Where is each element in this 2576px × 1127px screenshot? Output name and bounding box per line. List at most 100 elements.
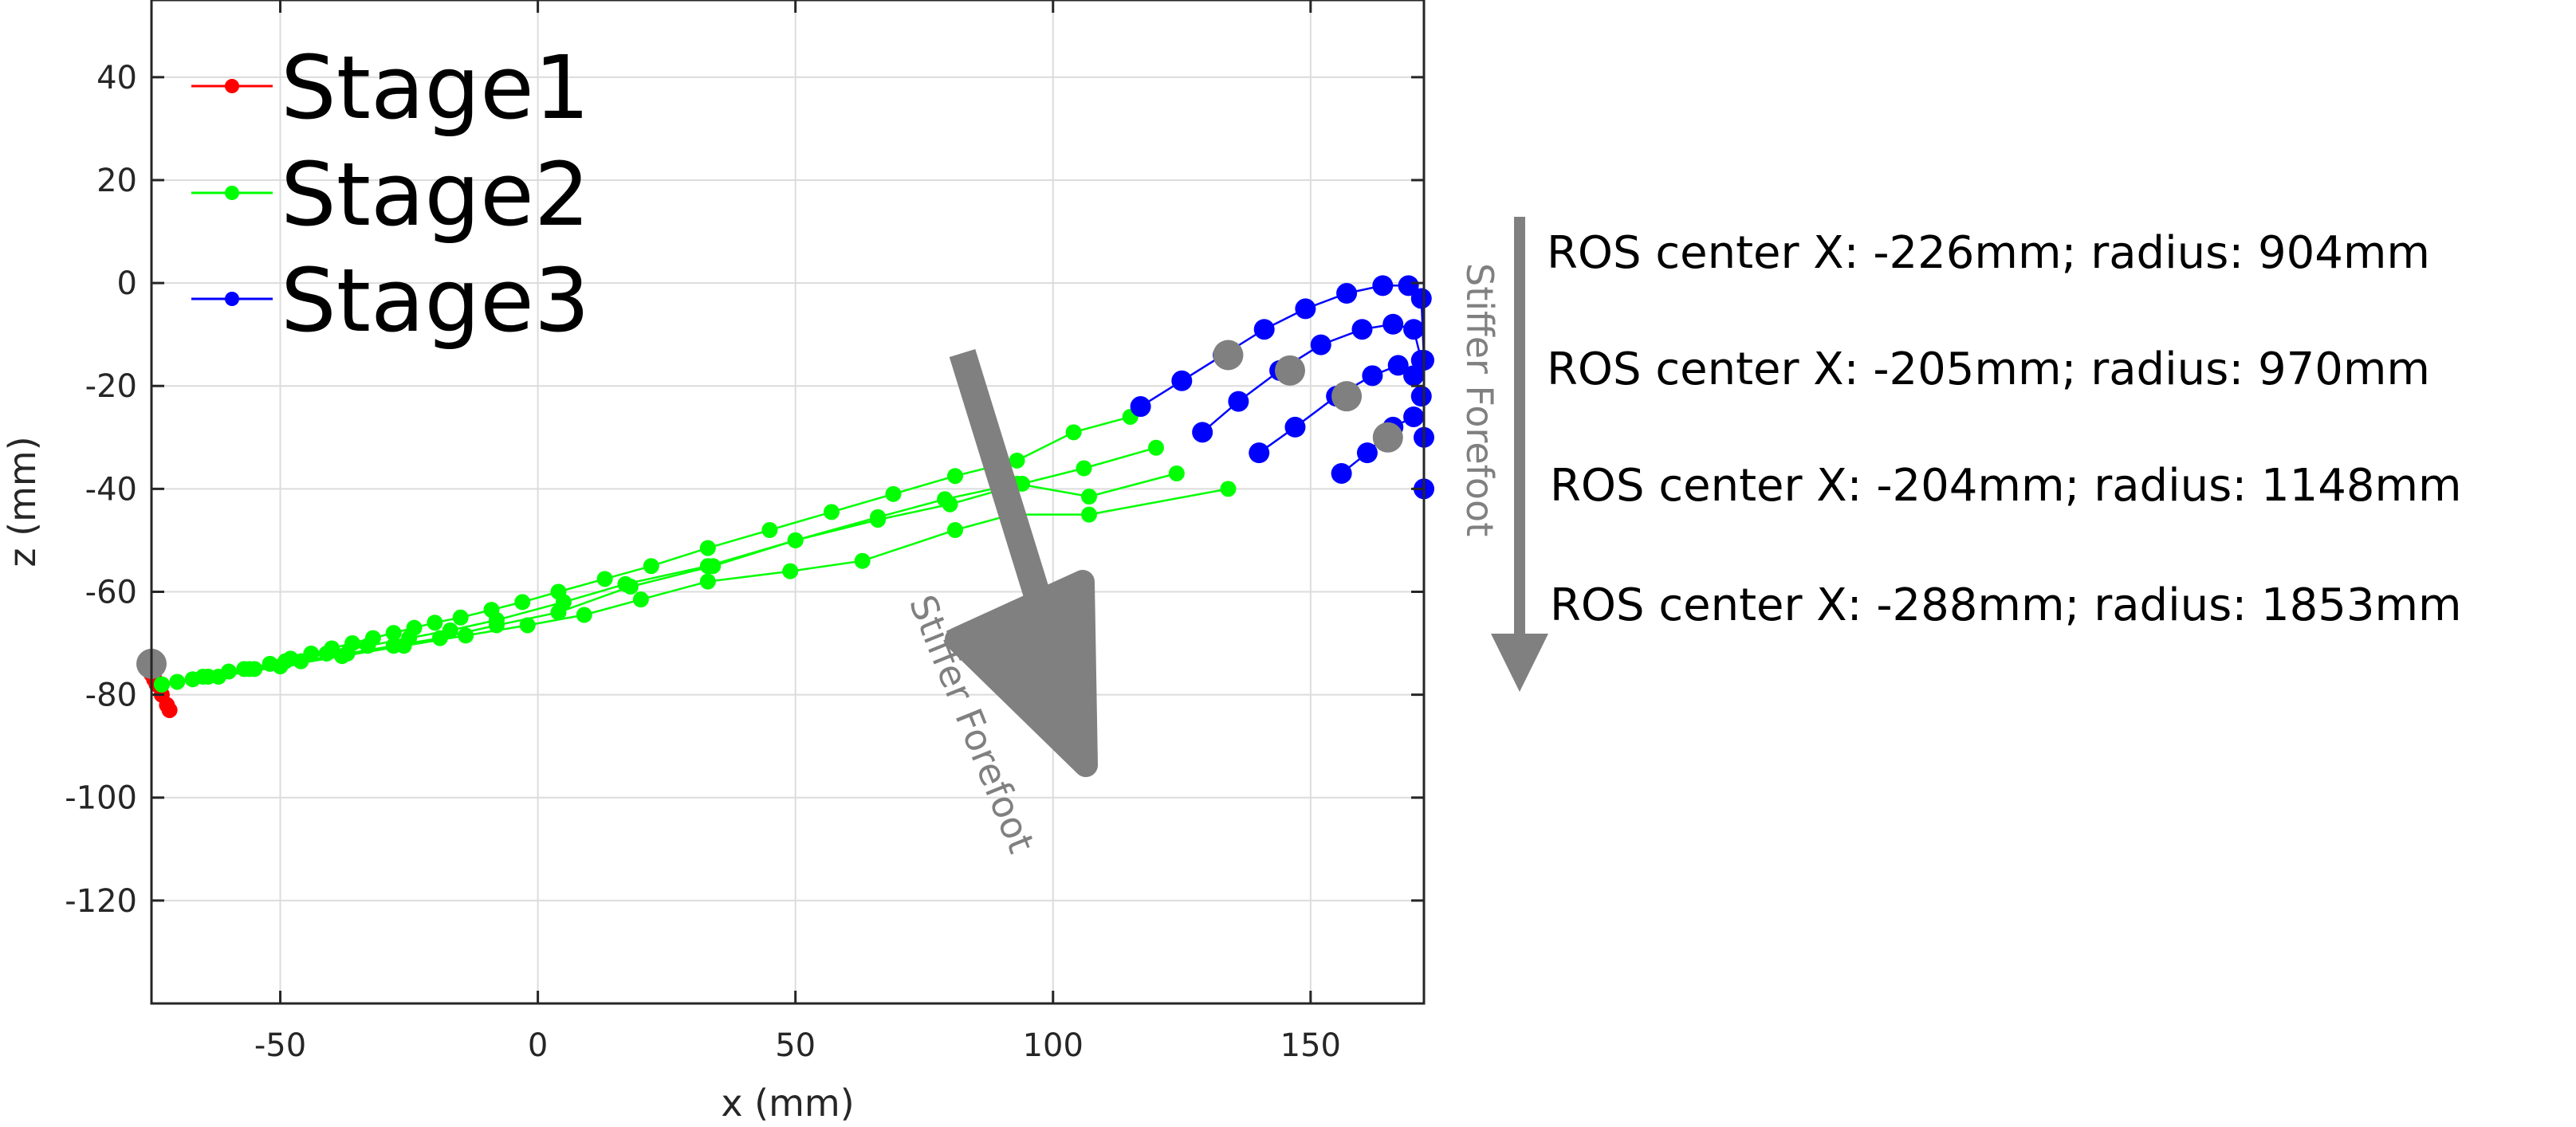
data-point bbox=[937, 491, 954, 508]
x-tick-label: 0 bbox=[528, 1027, 548, 1064]
data-point bbox=[395, 638, 412, 654]
y-tick-label: 40 bbox=[96, 60, 137, 96]
data-point bbox=[1148, 439, 1164, 456]
legend-label: Stage2 bbox=[281, 143, 590, 245]
y-tick-label: -80 bbox=[85, 677, 137, 714]
data-point bbox=[705, 558, 722, 575]
vertical-arrow-head bbox=[1491, 634, 1548, 692]
data-point bbox=[643, 558, 659, 575]
diagonal-arrow bbox=[945, 348, 1098, 777]
data-point bbox=[885, 485, 902, 502]
data-point bbox=[1284, 416, 1306, 438]
data-point bbox=[622, 579, 639, 595]
data-point bbox=[1403, 319, 1425, 340]
data-point bbox=[514, 594, 531, 611]
ros-note-1: ROS center X: -226mm; radius: 904mm bbox=[1547, 227, 2430, 279]
data-point bbox=[576, 607, 592, 623]
data-point bbox=[427, 615, 443, 631]
y-tick-label: -100 bbox=[65, 780, 137, 817]
series-line bbox=[161, 488, 1229, 685]
data-point bbox=[854, 552, 871, 569]
data-point bbox=[1336, 283, 1358, 304]
data-point bbox=[947, 468, 963, 485]
y-tick-label: -40 bbox=[85, 471, 137, 508]
gray-marker bbox=[1372, 422, 1403, 453]
grid-lines bbox=[151, 0, 1424, 1003]
data-point bbox=[787, 532, 804, 548]
data-point bbox=[1065, 424, 1082, 441]
y-tick-label: -20 bbox=[85, 368, 137, 405]
data-point bbox=[1351, 319, 1373, 340]
diagonal-arrow-head bbox=[945, 570, 1098, 777]
data-point bbox=[1372, 275, 1394, 296]
y-tick-label: -120 bbox=[65, 883, 137, 920]
data-point bbox=[431, 630, 448, 646]
x-axis-label: x (mm) bbox=[721, 1082, 854, 1125]
data-point bbox=[293, 653, 309, 670]
plot-data bbox=[136, 275, 1434, 718]
data-point bbox=[246, 661, 263, 677]
data-point bbox=[870, 509, 887, 525]
data-point bbox=[782, 563, 799, 579]
data-point bbox=[761, 522, 778, 539]
data-point bbox=[385, 625, 402, 642]
gray-marker bbox=[1213, 340, 1244, 371]
data-point bbox=[1076, 460, 1092, 477]
legend-swatch-marker bbox=[225, 292, 239, 306]
data-point bbox=[823, 504, 840, 520]
y-tick-label: 0 bbox=[117, 265, 137, 302]
annotations: Stiffer Forefoot Stiffer Forefoot ROS ce… bbox=[901, 217, 2462, 858]
legend-label: Stage1 bbox=[281, 37, 590, 139]
data-point bbox=[1403, 365, 1425, 387]
data-point bbox=[272, 658, 289, 675]
y-tick-label: -60 bbox=[85, 574, 137, 611]
legend-swatch-marker bbox=[225, 79, 239, 93]
legend-label: Stage3 bbox=[281, 249, 590, 351]
data-point bbox=[334, 648, 351, 665]
data-point bbox=[1228, 391, 1249, 412]
legend-swatch-marker bbox=[225, 186, 239, 200]
y-axis-label: z (mm) bbox=[1, 436, 44, 567]
data-point bbox=[947, 522, 963, 539]
plot-frame bbox=[150, 0, 1426, 1005]
data-point bbox=[596, 571, 613, 587]
data-point bbox=[1356, 442, 1378, 464]
data-point bbox=[1192, 422, 1213, 443]
ros-note-3: ROS center X: -204mm; radius: 1148mm bbox=[1550, 460, 2462, 512]
data-point bbox=[1403, 406, 1425, 427]
ros-note-4: ROS center X: -288mm; radius: 1853mm bbox=[1550, 579, 2462, 631]
x-tick-label: 100 bbox=[1023, 1027, 1083, 1064]
data-point bbox=[1331, 462, 1352, 484]
gray-marker bbox=[1331, 381, 1363, 412]
data-point bbox=[153, 676, 170, 693]
data-point bbox=[1168, 465, 1185, 481]
data-point bbox=[519, 617, 536, 634]
data-point bbox=[1081, 506, 1097, 523]
data-point bbox=[1410, 386, 1432, 407]
data-point bbox=[699, 540, 716, 556]
axis-ticks: -50 0 50 100 150 40 20 0 -20 -40 -60 -80 -100 -120 bbox=[65, 0, 1424, 1064]
data-point bbox=[550, 604, 567, 621]
series-Stage2 bbox=[153, 408, 1237, 693]
data-point bbox=[210, 669, 226, 685]
y-tick-label: 20 bbox=[96, 163, 137, 199]
data-point bbox=[1398, 275, 1419, 296]
data-point bbox=[452, 609, 469, 626]
data-point bbox=[632, 591, 649, 608]
data-point bbox=[1387, 355, 1409, 376]
vertical-arrow-label: Stiffer Forefoot bbox=[1458, 263, 1501, 536]
data-point bbox=[699, 573, 716, 590]
data-point bbox=[161, 701, 178, 718]
data-point bbox=[1410, 349, 1432, 371]
vertical-arrow bbox=[1491, 217, 1548, 692]
x-tick-label: -50 bbox=[254, 1027, 306, 1064]
x-tick-label: 150 bbox=[1280, 1027, 1341, 1064]
data-point bbox=[458, 627, 474, 644]
data-point bbox=[1171, 370, 1193, 391]
data-point bbox=[1249, 442, 1270, 464]
diagonal-arrow-shaft bbox=[949, 348, 1054, 611]
data-point bbox=[1362, 365, 1383, 387]
